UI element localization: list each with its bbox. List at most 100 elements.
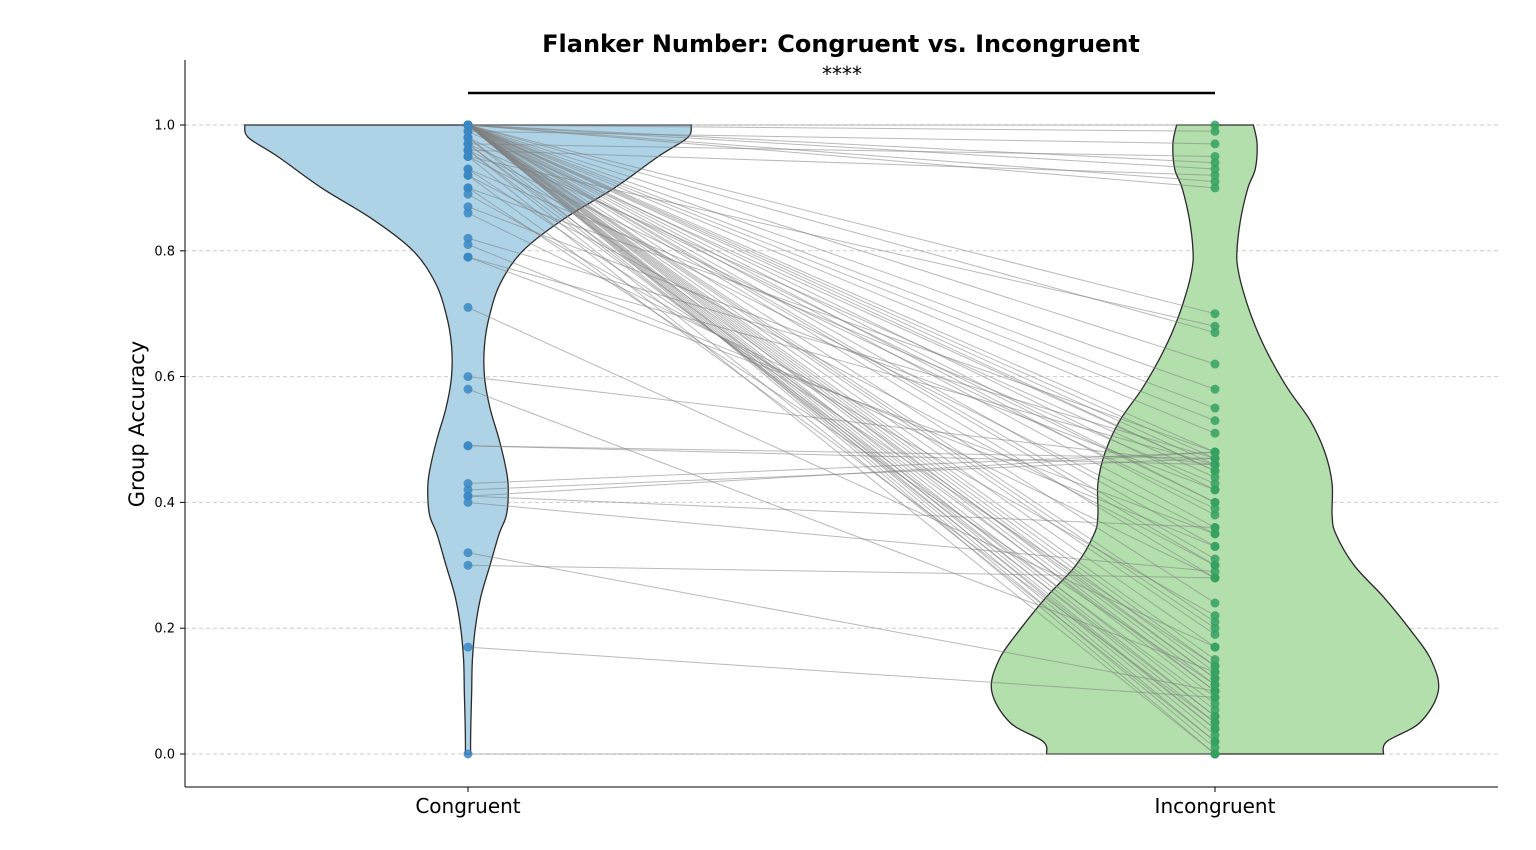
pair-line	[467, 451, 1216, 485]
congruent-point	[463, 189, 473, 199]
pair-line	[467, 124, 1216, 623]
pair-line	[467, 124, 1216, 453]
incongruent-point	[1210, 504, 1220, 514]
incongruent-point	[1210, 680, 1220, 690]
congruent-point	[463, 560, 473, 570]
y-tick-label: 0.4	[154, 496, 175, 511]
incongruent-point	[1210, 309, 1220, 319]
pair-line	[467, 124, 1216, 673]
pair-line	[467, 124, 1216, 723]
y-tick-label: 0.2	[154, 622, 175, 637]
pair-line	[467, 124, 1216, 560]
pair-line	[467, 124, 1216, 648]
x-tick-label: Congruent	[415, 794, 520, 818]
pair-line	[467, 149, 1216, 176]
pair-line	[467, 130, 1216, 145]
incongruent-point	[1210, 724, 1220, 734]
congruent-point	[463, 441, 473, 451]
incongruent-point	[1210, 403, 1220, 413]
incongruent-point	[1210, 126, 1220, 136]
incongruent-point	[1210, 711, 1220, 721]
pair-line	[467, 495, 1216, 529]
incongruent-point	[1210, 655, 1220, 665]
incongruent-point	[1210, 447, 1220, 457]
incongruent-point	[1210, 183, 1220, 193]
pair-line	[467, 149, 1216, 742]
incongruent-point	[1210, 177, 1220, 187]
pair-line	[467, 237, 1216, 459]
incongruent-point	[1210, 321, 1220, 331]
pair-line	[467, 156, 1216, 535]
pair-line	[467, 388, 1216, 673]
congruent-point	[463, 120, 473, 130]
pair-line	[467, 306, 1216, 648]
congruent-point	[463, 240, 473, 250]
incongruent-point	[1210, 158, 1220, 168]
incongruent-point	[1210, 523, 1220, 533]
pair-line	[467, 124, 1216, 409]
incongruent-point	[1210, 743, 1220, 753]
congruent-point	[463, 749, 473, 759]
pair-line	[467, 143, 1216, 717]
pair-line	[467, 149, 1216, 510]
incongruent-point	[1210, 705, 1220, 715]
axes	[184, 60, 1498, 788]
pair-line	[467, 124, 1216, 183]
y-ticks: 0.0 0.2 0.4 0.6 0.8 1.0	[154, 119, 185, 763]
incongruent-point	[1210, 642, 1220, 652]
pair-lines	[467, 124, 1216, 755]
pair-line	[467, 124, 1216, 472]
pair-line	[467, 124, 1216, 579]
pair-line	[467, 124, 1216, 170]
incongruent-point	[1210, 686, 1220, 696]
incongruent-point	[1210, 736, 1220, 746]
congruent-point	[463, 384, 473, 394]
pair-line	[467, 124, 1216, 604]
pair-line	[467, 124, 1216, 315]
congruent-point	[463, 479, 473, 489]
incongruent-point	[1210, 623, 1220, 633]
pair-line	[467, 124, 1216, 491]
pair-line	[467, 445, 1216, 459]
congruent-point	[463, 164, 473, 174]
pair-line	[467, 187, 1216, 453]
y-tick-label: 1.0	[154, 119, 175, 134]
pair-line	[467, 130, 1216, 472]
congruent-point	[463, 491, 473, 501]
x-ticks: Congruent Incongruent	[415, 787, 1276, 818]
pair-line	[467, 124, 1216, 459]
incongruent-point	[1210, 428, 1220, 438]
incongruent-point	[1210, 674, 1220, 684]
incongruent-point	[1210, 718, 1220, 728]
incongruent-point	[1210, 617, 1220, 627]
congruent-point	[463, 233, 473, 243]
congruent-point	[463, 302, 473, 312]
pair-line	[467, 124, 1216, 661]
congruent-point	[463, 145, 473, 155]
incongruent-point	[1210, 699, 1220, 709]
incongruent-point	[1210, 629, 1220, 639]
incongruent-point	[1210, 692, 1220, 702]
pair-line	[467, 124, 1216, 679]
incongruent-point	[1210, 460, 1220, 470]
pair-line	[467, 501, 1216, 573]
pair-line	[467, 646, 1216, 698]
pair-line	[467, 168, 1216, 667]
pair-line	[467, 137, 1216, 730]
incongruent-point	[1210, 510, 1220, 520]
pair-line	[467, 187, 1216, 686]
pair-line	[467, 124, 1216, 434]
y-tick-label: 0.6	[154, 370, 175, 385]
incongruent-point	[1210, 359, 1220, 369]
incongruent-point	[1210, 554, 1220, 564]
pair-line	[467, 143, 1216, 157]
congruent-point	[463, 642, 473, 652]
congruent-point	[463, 548, 473, 558]
congruent-point	[463, 151, 473, 161]
pair-line	[467, 137, 1216, 679]
congruent-point	[463, 497, 473, 507]
pair-line	[467, 256, 1216, 535]
incongruent-point	[1210, 573, 1220, 583]
congruent-point	[463, 126, 473, 136]
